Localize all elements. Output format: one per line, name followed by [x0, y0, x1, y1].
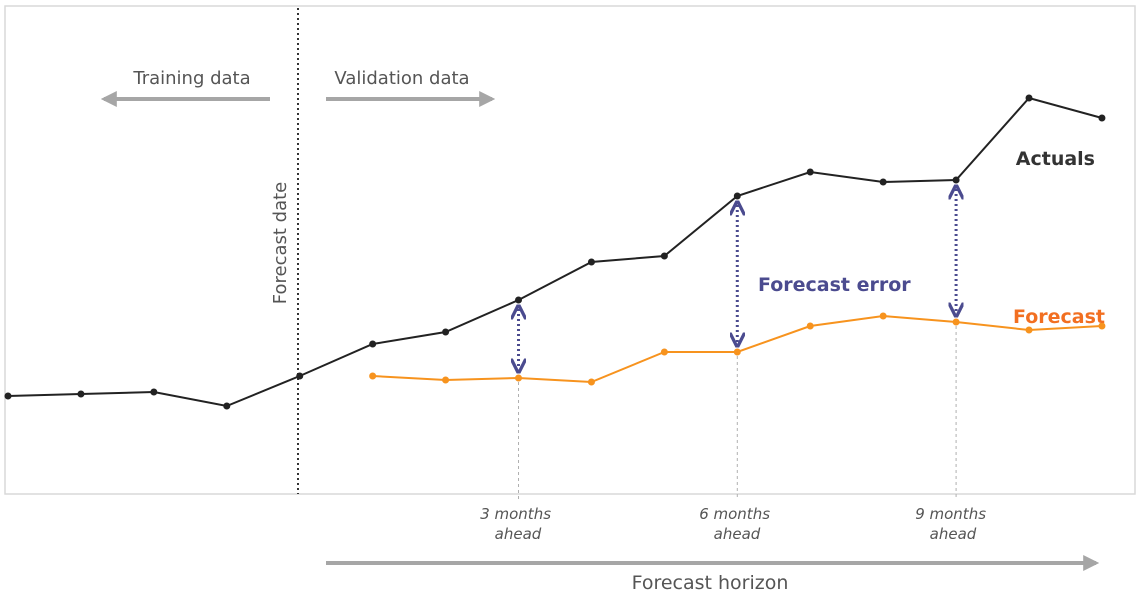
forecast-point-12: [879, 312, 887, 320]
actuals-points: [4, 94, 1106, 410]
forecast-point-8: [587, 378, 595, 386]
actuals-point-7: [515, 296, 523, 304]
actuals-label: Actuals: [1016, 148, 1095, 170]
forecast-point-13: [952, 318, 960, 326]
forecast-label: Forecast: [1013, 306, 1105, 328]
forecast-point-14: [1025, 326, 1033, 334]
ahead-guides: [518, 326, 957, 500]
actuals-point-14: [1025, 94, 1033, 102]
forecast-point-5: [369, 372, 377, 380]
actuals-point-1: [77, 390, 85, 398]
actuals-point-5: [369, 340, 377, 348]
forecast-error-label: Forecast error: [758, 274, 911, 296]
forecast-points: [369, 312, 1106, 386]
actuals-point-9: [660, 252, 668, 260]
actuals-point-15: [1098, 114, 1106, 122]
forecast-error-arrows: [519, 189, 957, 369]
forecast-point-15: [1098, 322, 1106, 330]
ahead-6-label: 6 months ahead: [699, 505, 775, 543]
forecast-point-7: [515, 374, 523, 382]
forecast-point-6: [442, 376, 450, 384]
forecast-horizon-label: Forecast horizon: [632, 572, 789, 594]
ahead-6-line1: 6 months: [699, 505, 770, 523]
actuals-point-11: [806, 168, 814, 176]
actuals-point-2: [150, 388, 158, 396]
actuals-point-0: [4, 392, 12, 400]
actuals-point-3: [223, 402, 231, 410]
actuals-point-10: [733, 192, 741, 200]
actuals-point-6: [442, 328, 450, 336]
actuals-point-8: [587, 258, 595, 266]
ahead-6-line2: ahead: [714, 525, 761, 543]
actuals-point-12: [879, 178, 887, 186]
ahead-9-line1: 9 months: [915, 505, 986, 523]
forecast-date-label: Forecast date: [270, 182, 291, 304]
ahead-3-line2: ahead: [495, 525, 542, 543]
ahead-9-label: 9 months ahead: [915, 505, 991, 543]
training-data-label: Training data: [132, 68, 250, 89]
forecast-point-9: [660, 348, 668, 356]
forecast-point-10: [733, 348, 741, 356]
ahead-3-label: 3 months ahead: [480, 505, 556, 543]
actuals-point-13: [952, 176, 960, 184]
forecast-point-11: [806, 322, 814, 330]
actuals-point-4: [296, 372, 304, 380]
ahead-9-line2: ahead: [930, 525, 977, 543]
chart-frame: [4, 5, 1136, 495]
actuals-line: [7, 96, 1103, 408]
ahead-3-line1: 3 months: [480, 505, 551, 523]
validation-data-label: Validation data: [334, 68, 469, 89]
